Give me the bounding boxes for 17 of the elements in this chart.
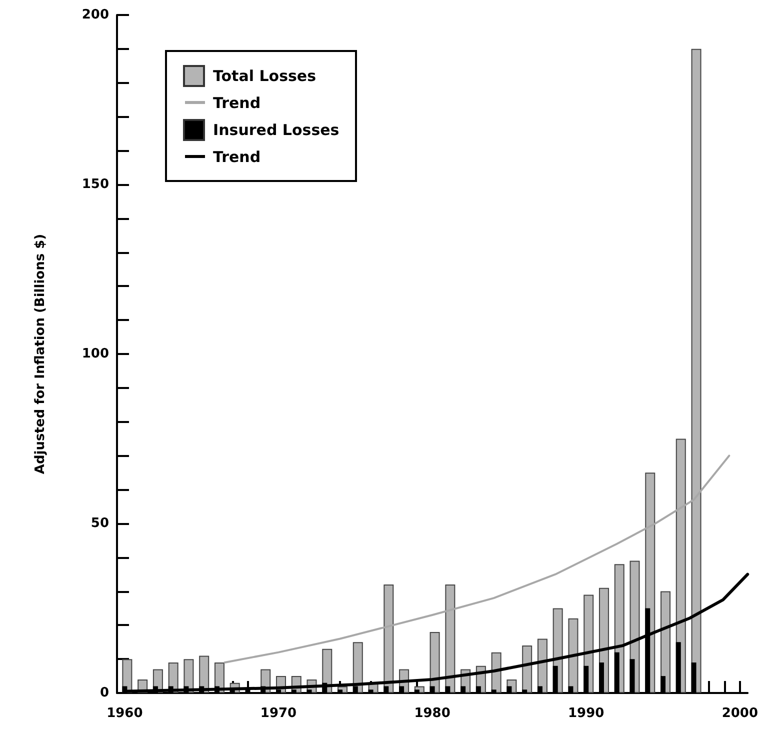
legend-label: Insured Losses [213,120,340,138]
y-tick-label: 0 [100,686,109,700]
y-tick-label: 200 [82,8,109,22]
x-tick-label: 1980 [414,706,450,721]
y-axis-title: Adjusted for Inflation (Billions $) [33,234,48,474]
y-tick-label: 100 [82,346,109,362]
y-tick-label: 50 [90,516,109,531]
x-tick-label: 2000 [722,706,758,721]
x-tick-label: 1970 [260,706,297,721]
legend-label: Trend [213,94,261,112]
bar [430,632,440,693]
legend-label: Total Losses [213,66,316,84]
x-tick-label: 1990 [568,706,604,721]
x-tick-label: 1960 [106,706,143,721]
y-tick-label: 150 [82,177,109,192]
bar [568,618,578,693]
legend-label: Trend [213,148,261,166]
